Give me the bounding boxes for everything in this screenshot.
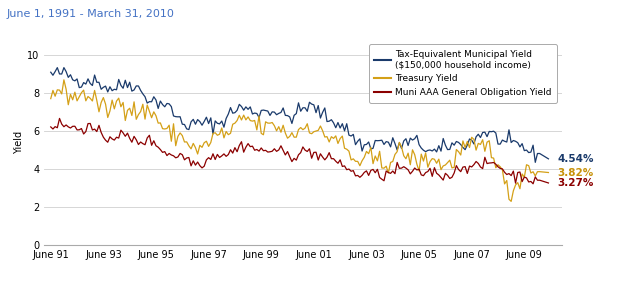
Text: June 1, 1991 - March 31, 2010: June 1, 1991 - March 31, 2010	[6, 9, 174, 19]
Text: 3.27%: 3.27%	[557, 178, 594, 188]
Legend: Tax-Equivalent Municipal Yield
($150,000 household income), Treasury Yield, Muni: Tax-Equivalent Municipal Yield ($150,000…	[369, 44, 557, 103]
Text: 3.82%: 3.82%	[557, 168, 593, 178]
Y-axis label: Yield: Yield	[15, 131, 24, 154]
Text: 4.54%: 4.54%	[557, 154, 594, 164]
